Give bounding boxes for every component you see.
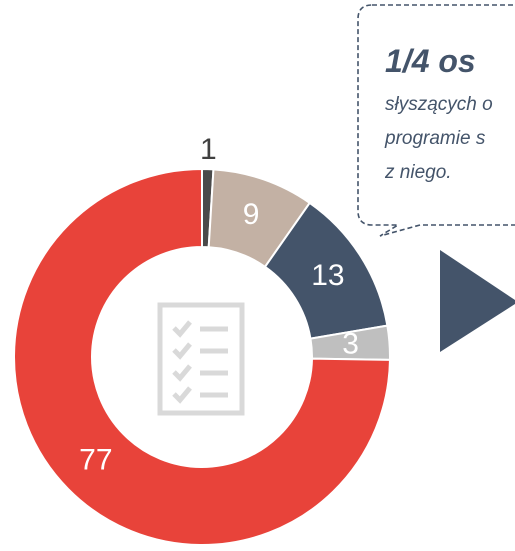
callout-line: programie s (384, 128, 486, 149)
donut: 19 13 3 77 (13, 133, 391, 546)
arrow (440, 250, 515, 352)
data-label: 13 (311, 259, 344, 292)
callout-title: 1/4 os (385, 43, 476, 79)
checklist-icon (157, 302, 245, 416)
data-label: 9 (243, 198, 260, 231)
donut-slice (13, 167, 391, 546)
data-label: 3 (342, 328, 359, 361)
data-label: 77 (79, 443, 112, 476)
callout-line: słyszących o (385, 94, 493, 115)
speech-bubble (357, 4, 515, 237)
callout-line: z niego. (384, 162, 452, 183)
data-label: 1 (200, 133, 217, 166)
